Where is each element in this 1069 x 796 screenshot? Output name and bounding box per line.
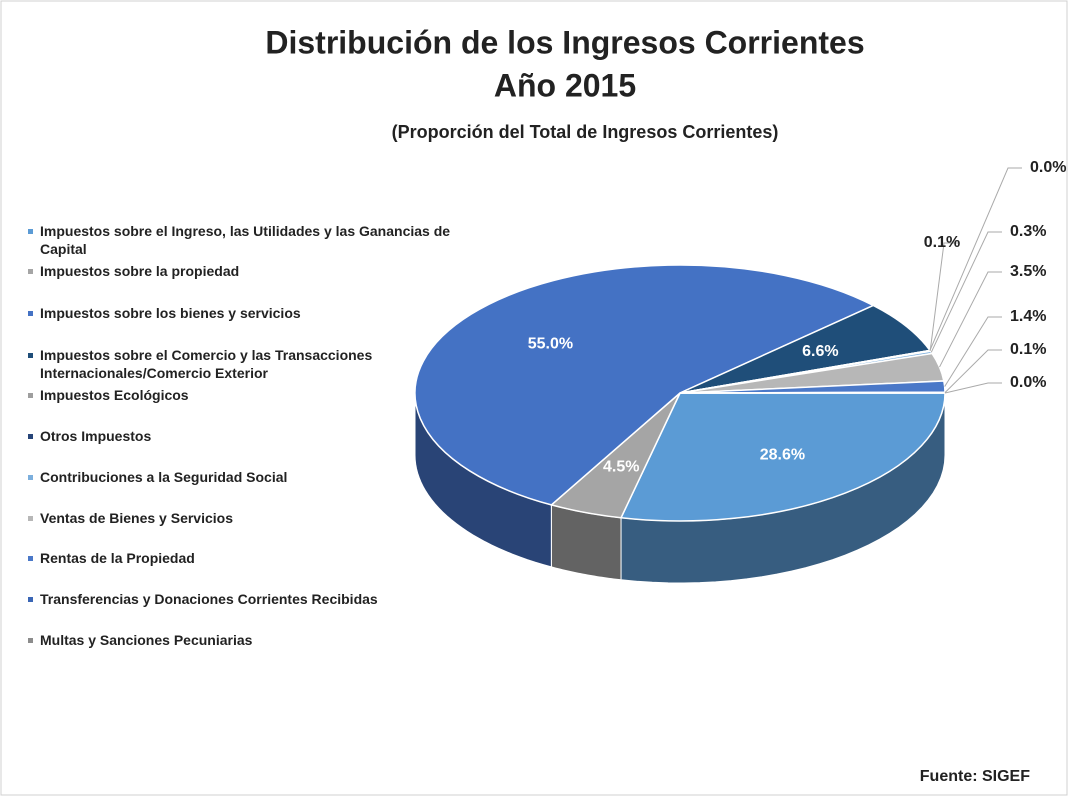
legend-item: Ventas de Bienes y Servicios — [28, 509, 500, 527]
legend-label: Transferencias y Donaciones Corrientes R… — [40, 591, 378, 607]
slice — [414, 264, 876, 506]
slice — [619, 392, 946, 522]
legend-label: Impuestos sobre la propiedad — [40, 263, 240, 279]
leader-line — [944, 349, 1002, 393]
source: Fuente: SIGEF — [920, 768, 1030, 785]
data-label: 4.5% — [603, 458, 639, 475]
data-label: 0.1% — [1010, 341, 1046, 358]
leader-line — [944, 316, 1002, 387]
leader-line — [929, 167, 1022, 351]
legend-item: Transferencias y Donaciones Corrientes R… — [28, 590, 500, 608]
leader-line — [929, 242, 958, 351]
chart-title: Año 2015 — [494, 67, 636, 103]
data-label: 1.4% — [1010, 308, 1046, 325]
data-label: 0.0% — [1010, 374, 1046, 391]
legend-label: Rentas de la Propiedad — [40, 550, 195, 566]
legend-item: Multas y Sanciones Pecuniarias — [28, 631, 500, 649]
data-label: 55.0% — [528, 335, 573, 352]
leader-line — [944, 382, 1002, 394]
leader-line — [939, 271, 1002, 368]
legend-swatch — [28, 597, 33, 602]
legend-label: Otros Impuestos — [40, 428, 152, 444]
data-label: 3.5% — [1010, 263, 1046, 280]
data-label: 0.1% — [924, 234, 960, 251]
legend-item: Contribuciones a la Seguridad Social — [28, 468, 500, 486]
legend-swatch — [28, 311, 33, 316]
leader-line — [930, 231, 1002, 353]
legend-label: Impuestos sobre los bienes y servicios — [40, 305, 301, 321]
chart-title: Distribución de los Ingresos Corrientes — [265, 24, 864, 60]
legend-swatch — [28, 229, 33, 234]
legend-swatch — [28, 638, 33, 643]
legend-item: Impuestos Ecológicos — [28, 386, 500, 404]
legend-item: Impuestos sobre el Ingreso, las Utilidad… — [28, 222, 500, 258]
legend-swatch — [28, 516, 33, 521]
data-label: 28.6% — [760, 446, 805, 463]
legend-item: Impuestos sobre el Comercio y las Transa… — [28, 346, 500, 382]
slice — [679, 304, 932, 394]
chart-subtitle: (Proporción del Total de Ingresos Corrie… — [392, 122, 779, 142]
legend-label: Impuestos sobre el Ingreso, las Utilidad… — [40, 223, 451, 257]
legend-swatch — [28, 353, 33, 358]
legend-item: Rentas de la Propiedad — [28, 549, 500, 567]
data-label: 0.0% — [1030, 159, 1066, 176]
legend-item: Otros Impuestos — [28, 427, 500, 445]
legend-swatch — [28, 393, 33, 398]
legend-label: Contribuciones a la Seguridad Social — [40, 469, 288, 485]
legend-swatch — [28, 475, 33, 480]
legend-swatch — [28, 269, 33, 274]
legend-label: Impuestos sobre el Comercio y las Transa… — [40, 347, 373, 381]
legend-label: Multas y Sanciones Pecuniarias — [40, 632, 253, 648]
legend-label: Ventas de Bienes y Servicios — [40, 510, 233, 526]
legend-item: Impuestos sobre los bienes y servicios — [28, 304, 500, 322]
legend-label: Impuestos Ecológicos — [40, 387, 189, 403]
data-label: 0.3% — [1010, 223, 1046, 240]
legend-swatch — [28, 556, 33, 561]
legend-swatch — [28, 434, 33, 439]
legend-item: Impuestos sobre la propiedad — [28, 262, 500, 280]
data-label: 6.6% — [802, 343, 838, 360]
